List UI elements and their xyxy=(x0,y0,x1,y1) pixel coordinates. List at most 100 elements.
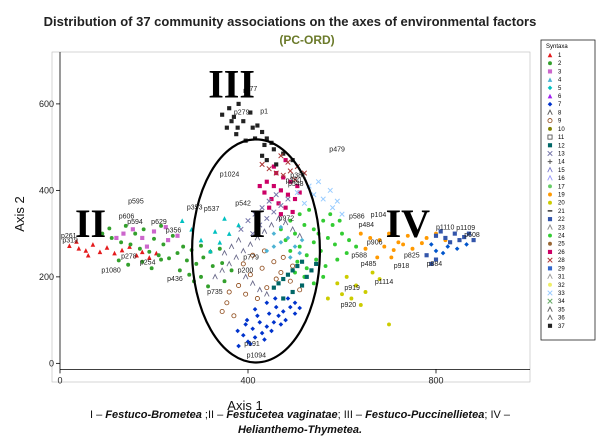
data-point xyxy=(226,289,232,295)
point-labels-layer: p77 p1 p279 p479 p595 p1024 p104 p542 p353 p537 p6… xyxy=(61,86,480,360)
point-label: p918 xyxy=(394,263,410,270)
data-point xyxy=(114,235,119,241)
legend-marker xyxy=(548,241,552,246)
data-point xyxy=(285,296,291,301)
data-point xyxy=(464,242,469,247)
data-point xyxy=(140,259,145,264)
data-point xyxy=(337,218,342,223)
data-point xyxy=(354,244,359,249)
data-point xyxy=(236,283,242,288)
data-point xyxy=(100,231,105,236)
legend-item-label: 3 xyxy=(558,69,562,75)
x-tick-label: 0 xyxy=(57,375,62,385)
legend-item-label: 1 xyxy=(558,53,562,59)
data-point xyxy=(321,274,326,279)
data-point xyxy=(159,257,164,262)
caption-part: I – xyxy=(89,409,106,421)
data-point xyxy=(222,216,227,221)
data-point xyxy=(250,326,255,332)
series-37 xyxy=(220,88,295,167)
legend-marker xyxy=(547,266,553,271)
legend-item: 20 xyxy=(548,201,565,207)
legend-item: 35 xyxy=(547,306,565,313)
data-point xyxy=(228,243,235,250)
data-point xyxy=(302,223,307,227)
data-point xyxy=(278,270,284,276)
data-point xyxy=(410,246,415,251)
point-label: p735 xyxy=(207,289,223,296)
point-label: p629 xyxy=(151,219,167,226)
legend-item: 32 xyxy=(548,283,565,289)
data-point xyxy=(401,242,406,247)
data-point xyxy=(97,249,103,255)
legend-marker xyxy=(548,200,552,205)
legend-item: 34 xyxy=(547,298,565,305)
chart-subtitle: (PC-ORD) xyxy=(279,33,334,47)
data-point xyxy=(199,243,203,248)
data-point xyxy=(260,153,265,158)
legend-marker xyxy=(547,77,553,82)
data-point xyxy=(440,250,446,256)
point-label: p588 xyxy=(351,252,367,259)
legend-marker xyxy=(547,134,553,140)
legend-item: 29 xyxy=(547,266,565,272)
series-19 xyxy=(358,229,448,260)
data-point xyxy=(273,192,279,198)
legend-marker xyxy=(547,101,553,107)
data-point xyxy=(229,268,234,273)
data-point xyxy=(325,296,330,301)
legend-item: 25 xyxy=(548,242,565,248)
legend-item: 21 xyxy=(547,209,565,215)
legend-marker xyxy=(547,109,553,115)
data-point xyxy=(151,229,157,234)
data-point xyxy=(419,241,424,246)
group-label: II xyxy=(75,201,106,246)
data-point xyxy=(244,317,250,323)
caption-part: Festuco-Brometea xyxy=(105,409,202,421)
data-point xyxy=(278,202,284,209)
caption-part: Festuco-Puccinellietea xyxy=(365,409,485,421)
legend-item-label: 13 xyxy=(558,151,565,157)
data-point xyxy=(278,239,284,245)
caption-line-2-text: Helianthemo-Thymetea. xyxy=(237,424,363,436)
point-label: p972 xyxy=(279,216,295,223)
point-label: p779 xyxy=(243,255,259,262)
legend-item: 17 xyxy=(548,184,565,190)
legend-item-label: 14 xyxy=(558,160,565,166)
data-point xyxy=(275,215,282,221)
data-point xyxy=(328,212,333,217)
data-point xyxy=(262,337,267,342)
data-point xyxy=(433,248,439,254)
data-point xyxy=(304,274,309,279)
legend-item-label: 20 xyxy=(558,201,565,207)
data-point xyxy=(107,226,112,231)
legend-item: 5 xyxy=(547,85,562,92)
data-point xyxy=(297,250,302,256)
point-label: p278 xyxy=(121,253,137,260)
legend-item-label: 35 xyxy=(558,307,565,313)
data-point xyxy=(297,190,302,195)
point-label: p606 xyxy=(119,213,135,220)
data-point xyxy=(363,246,368,251)
data-point xyxy=(245,217,251,224)
data-point xyxy=(283,317,288,323)
data-point xyxy=(315,179,322,185)
data-point xyxy=(368,235,373,240)
point-label: p1109 xyxy=(456,225,475,232)
legend-item: 2 xyxy=(548,61,562,67)
legend-marker xyxy=(548,184,552,189)
data-point xyxy=(254,234,261,241)
data-point xyxy=(226,231,232,236)
data-point xyxy=(278,224,284,230)
data-point xyxy=(292,176,298,183)
data-point xyxy=(264,285,270,291)
data-point xyxy=(175,233,180,238)
data-point xyxy=(340,292,344,297)
data-point xyxy=(387,322,391,327)
data-point xyxy=(260,129,265,135)
data-point xyxy=(271,319,277,325)
series-4 xyxy=(179,216,241,254)
point-label: p319 xyxy=(62,238,78,245)
data-point xyxy=(329,205,336,211)
legend-item-label: 32 xyxy=(558,283,565,289)
